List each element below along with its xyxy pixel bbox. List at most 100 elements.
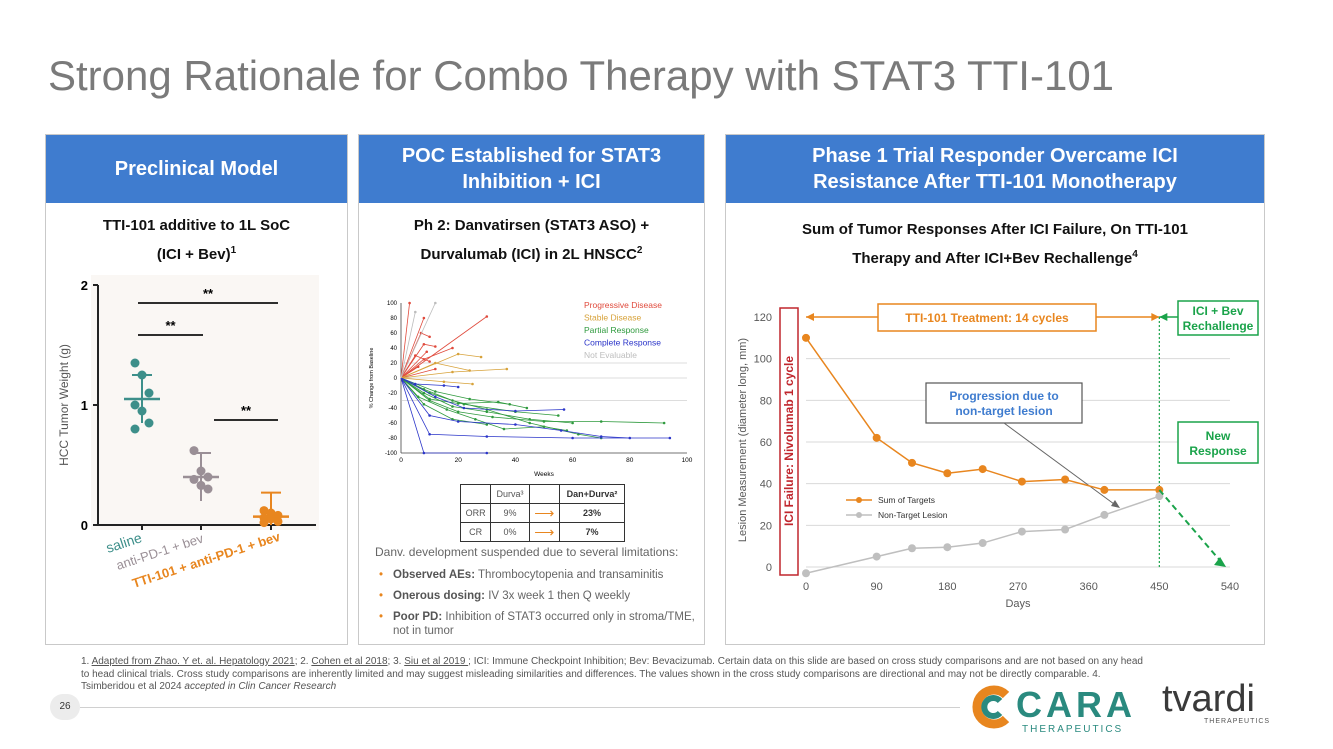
ici-failure-box	[779, 307, 799, 576]
series-point	[428, 432, 431, 436]
progression-label: non-target lesion	[955, 404, 1052, 418]
y-tick-label: 120	[754, 312, 772, 324]
x-axis-label: Weeks	[534, 471, 554, 478]
series-point	[599, 435, 603, 438]
progression-label: Progression due to	[949, 389, 1058, 403]
series-line	[400, 377, 565, 412]
series-line	[400, 302, 436, 379]
series-point	[943, 543, 952, 552]
phase1-panel: Phase 1 Trial Responder Overcame ICI Resi…	[725, 134, 1265, 645]
data-point	[144, 388, 154, 398]
series-point	[514, 409, 517, 413]
series-line	[400, 377, 573, 424]
page-number: 26	[50, 694, 80, 720]
series-point	[528, 421, 531, 425]
reference-link[interactable]: Cohen et al 2018	[311, 656, 388, 667]
y-tick-label: 20	[390, 361, 397, 367]
series-point	[577, 432, 580, 436]
data-point	[273, 516, 283, 526]
series-point	[1017, 477, 1026, 486]
x-tick-label: 180	[938, 581, 956, 593]
series-point	[445, 408, 449, 411]
data-point	[203, 484, 213, 494]
x-tick-label: 450	[1150, 581, 1168, 593]
panel-header: Phase 1 Trial Responder Overcame ICI Resi…	[726, 135, 1264, 203]
series-point	[434, 345, 437, 348]
significance-label: **	[203, 286, 214, 301]
series-point	[525, 406, 529, 410]
footnote: 1. Adapted from Zhao. Y et. al. Hepatolo…	[81, 656, 1143, 692]
series-line	[400, 366, 419, 379]
series-point	[428, 360, 431, 363]
data-point	[259, 518, 269, 528]
x-tick-label: 360	[1079, 581, 1097, 593]
y-tick-label: 0	[394, 376, 398, 382]
x-tick-label: 90	[871, 581, 883, 593]
treatment-label: TTI-101 Treatment: 14 cycles	[905, 311, 1069, 325]
series-point	[408, 301, 411, 305]
y-tick-label: 1	[81, 398, 88, 413]
list-item: Poor PD: Inhibition of STAT3 occurred on…	[377, 610, 697, 638]
series-point	[599, 420, 603, 423]
legend-marker	[856, 497, 862, 503]
significance-label: **	[165, 318, 176, 333]
series-point	[505, 367, 509, 371]
series-point	[428, 335, 431, 339]
legend-entry: Complete Response	[584, 338, 661, 348]
list-item: Onerous dosing: IV 3x week 1 then Q week…	[377, 589, 697, 603]
arrow-left-icon	[806, 313, 814, 321]
y-tick-label: 20	[760, 520, 772, 532]
series-line	[400, 368, 436, 379]
rechallenge-label: ICI + Bev	[1192, 304, 1243, 318]
series-point	[978, 465, 987, 474]
reference-link[interactable]: Siu et al 2019	[404, 656, 469, 667]
arrow-left-icon	[1159, 313, 1168, 321]
new-response-label: Response	[1189, 444, 1247, 458]
cara-mark-icon	[972, 685, 1010, 729]
limitations-note: Danv. development suspended due to sever…	[375, 545, 679, 559]
series-point	[414, 382, 417, 386]
y-tick-label: 100	[754, 354, 772, 366]
series-point	[662, 421, 666, 425]
x-tick-label: 0	[399, 457, 403, 464]
y-axis-label: % Change from Baseline	[369, 348, 375, 409]
legend-entry: Sum of Targets	[878, 495, 935, 505]
list-item: Observed AEs: Thrombocytopenia and trans…	[377, 568, 697, 582]
series-point	[456, 402, 460, 405]
table-row: CR 0% ⟶ 7%	[459, 522, 625, 542]
y-axis-label: HCC Tumor Weight (g)	[57, 344, 71, 466]
tvardi-logo: tvardi THERAPEUTICS	[1162, 678, 1271, 725]
series-line	[400, 351, 428, 379]
series-point	[485, 410, 489, 414]
treatment-box	[877, 303, 1097, 332]
series-point	[502, 427, 506, 431]
series-point	[434, 395, 437, 399]
data-point	[259, 506, 269, 516]
series-point	[451, 405, 454, 408]
series-point	[434, 301, 437, 305]
x-tick-label: 40	[512, 457, 520, 464]
series-point	[416, 365, 420, 369]
series-point	[496, 400, 500, 404]
series-point	[425, 350, 429, 354]
series-line	[400, 317, 425, 379]
series-line	[400, 377, 630, 439]
series-point	[571, 421, 574, 425]
series-point	[1061, 475, 1070, 484]
series-point	[434, 361, 437, 365]
series-point	[542, 420, 546, 423]
data-point	[130, 358, 140, 368]
x-tick-label: 20	[455, 457, 463, 464]
reference-link[interactable]: Adapted from Zhao. Y et. al. Hepatology …	[91, 656, 295, 667]
rechallenge-label: Rechallenge	[1183, 319, 1254, 333]
y-tick-label: -60	[388, 421, 397, 427]
panel-subtitle: Ph 2: Danvatirsen (STAT3 ASO) + Durvalum…	[413, 217, 650, 263]
preclinical-panel: Preclinical Model TTI-101 additive to 1L…	[45, 134, 348, 645]
y-tick-label: 40	[760, 479, 772, 491]
cara-logo: CARA THERAPEUTICS	[970, 683, 1150, 739]
series-point	[908, 544, 916, 553]
series-point	[428, 397, 431, 401]
series-point	[479, 355, 483, 359]
